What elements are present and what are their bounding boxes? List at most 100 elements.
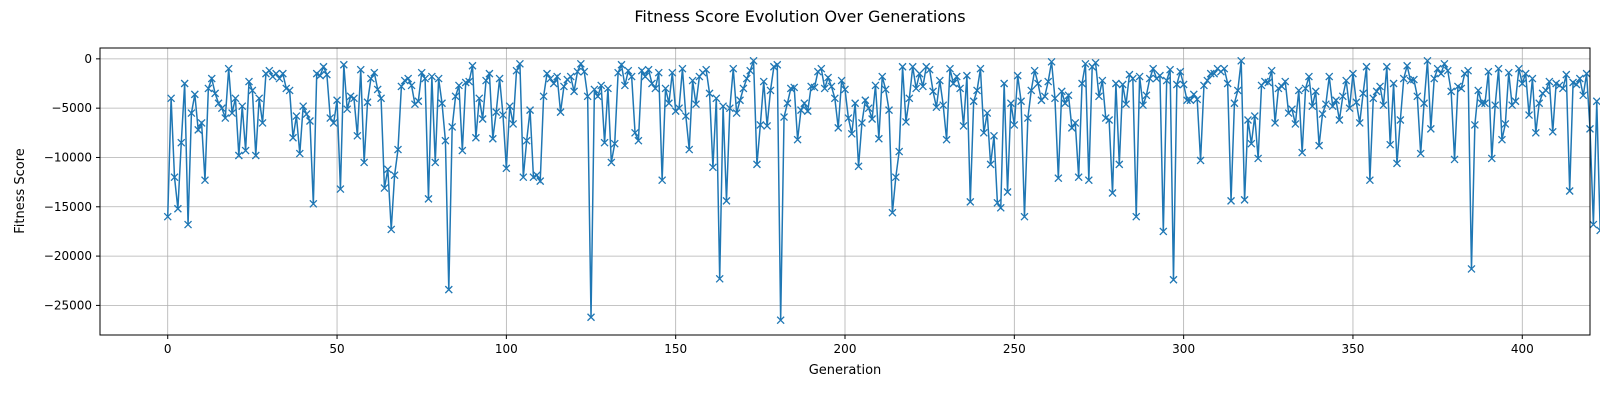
- data-point-marker: [1247, 139, 1256, 148]
- data-point-marker: [492, 108, 501, 117]
- data-point-marker: [1091, 58, 1100, 67]
- data-point-marker: [1210, 69, 1219, 78]
- data-point-marker: [539, 92, 548, 101]
- data-point-marker: [326, 114, 335, 122]
- data-point-marker: [1433, 64, 1442, 73]
- data-point-marker: [1298, 148, 1307, 157]
- data-point-marker: [1095, 92, 1103, 101]
- data-point-marker: [587, 313, 595, 322]
- data-point-marker: [505, 102, 514, 111]
- data-point-marker: [1186, 96, 1195, 105]
- data-point-marker: [1413, 92, 1422, 101]
- data-point-marker: [238, 102, 247, 111]
- x-tick-label: 300: [1172, 342, 1195, 356]
- data-point-marker: [1362, 62, 1371, 71]
- data-point-marker: [841, 85, 849, 94]
- data-point-marker: [387, 225, 396, 234]
- data-point-marker: [1176, 67, 1185, 76]
- data-point-marker: [488, 134, 497, 143]
- data-point-marker: [1040, 92, 1049, 101]
- data-point-marker: [444, 285, 453, 294]
- data-point-marker: [583, 92, 592, 101]
- data-point-marker: [1061, 99, 1070, 108]
- data-point-marker: [322, 70, 331, 79]
- data-point-marker: [573, 67, 582, 76]
- data-point-marker: [1487, 154, 1496, 163]
- data-point-marker: [1142, 91, 1151, 100]
- data-point-marker: [776, 316, 785, 325]
- data-point-marker: [1562, 70, 1571, 79]
- data-point-marker: [1548, 127, 1557, 136]
- data-point-marker: [932, 103, 941, 112]
- data-point-marker: [851, 99, 860, 108]
- data-point-marker: [881, 85, 890, 94]
- data-point-marker: [1572, 80, 1581, 89]
- data-point-marker: [590, 85, 599, 94]
- data-point-marker: [631, 128, 640, 137]
- data-point-marker: [1558, 84, 1567, 93]
- data-point-marker: [366, 74, 375, 83]
- data-point-marker: [736, 96, 744, 105]
- data-point-marker: [1332, 96, 1340, 105]
- data-point-marker: [1423, 56, 1432, 65]
- data-point-marker: [302, 110, 311, 119]
- data-point-marker: [350, 94, 358, 103]
- data-point-marker: [187, 109, 196, 118]
- data-point-marker: [678, 64, 687, 73]
- data-point-marker: [1372, 87, 1381, 96]
- data-point-marker: [465, 77, 474, 86]
- data-point-marker: [329, 118, 338, 127]
- data-point-marker: [1281, 77, 1290, 86]
- data-point-marker: [526, 106, 535, 115]
- data-point-marker: [749, 56, 758, 65]
- data-point-marker: [1098, 76, 1107, 85]
- data-point-marker: [211, 89, 220, 98]
- data-point-marker: [793, 135, 802, 144]
- data-point-marker: [949, 79, 958, 88]
- data-point-marker: [658, 176, 667, 185]
- data-point-marker: [377, 94, 386, 103]
- data-point-marker: [559, 82, 568, 91]
- data-point-marker: [874, 134, 883, 143]
- data-point-marker: [1328, 102, 1337, 111]
- data-point-marker: [170, 173, 179, 182]
- data-point-marker: [1010, 120, 1019, 129]
- data-point-marker: [397, 82, 406, 91]
- data-point-marker: [1067, 123, 1076, 132]
- data-point-marker: [1359, 89, 1368, 98]
- data-point-marker: [912, 84, 921, 93]
- data-point-marker: [810, 83, 819, 92]
- data-point-marker: [918, 82, 927, 91]
- data-point-marker: [1365, 176, 1374, 185]
- data-point-marker: [431, 158, 440, 167]
- data-point-marker: [610, 139, 619, 148]
- data-point-marker: [1064, 91, 1073, 100]
- data-point-marker: [929, 87, 938, 96]
- data-point-marker: [190, 90, 199, 99]
- data-point-marker: [952, 72, 961, 81]
- data-point-marker: [908, 62, 917, 71]
- data-point-marker: [607, 158, 616, 167]
- data-point-marker: [1369, 94, 1378, 103]
- data-point-marker: [309, 199, 318, 208]
- x-tick-label: 250: [1003, 342, 1026, 356]
- data-point-marker: [1172, 80, 1181, 89]
- data-point-marker: [1030, 66, 1039, 75]
- data-point-marker: [871, 81, 880, 90]
- data-point-marker: [173, 204, 182, 213]
- data-point-marker: [1132, 212, 1141, 221]
- data-point-marker: [783, 99, 792, 108]
- data-point-marker: [1420, 99, 1429, 108]
- data-point-marker: [424, 194, 433, 203]
- data-point-marker: [184, 220, 193, 229]
- data-point-marker: [942, 135, 951, 144]
- data-point-marker: [1122, 100, 1131, 109]
- data-point-marker: [1006, 99, 1015, 108]
- data-point-marker: [895, 147, 904, 156]
- data-point-marker: [1525, 111, 1534, 120]
- data-point-marker: [878, 72, 887, 81]
- data-point-marker: [993, 198, 1002, 207]
- data-point-marker: [1386, 140, 1395, 149]
- data-point-marker: [502, 164, 511, 173]
- data-point-marker: [864, 104, 873, 113]
